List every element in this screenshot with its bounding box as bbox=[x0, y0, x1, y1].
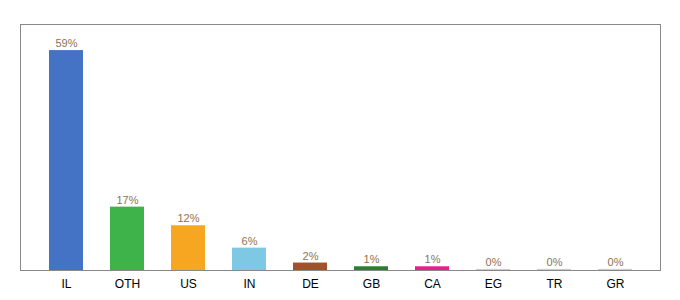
svg-text:IL: IL bbox=[61, 277, 71, 291]
svg-text:59%: 59% bbox=[55, 37, 77, 49]
svg-text:CA: CA bbox=[424, 277, 441, 291]
svg-text:TR: TR bbox=[547, 277, 563, 291]
svg-text:GR: GR bbox=[607, 277, 625, 291]
svg-text:17%: 17% bbox=[116, 194, 138, 206]
svg-text:IN: IN bbox=[244, 277, 256, 291]
svg-text:0%: 0% bbox=[547, 256, 563, 268]
svg-text:6%: 6% bbox=[242, 235, 258, 247]
svg-text:1%: 1% bbox=[425, 253, 441, 265]
svg-text:1%: 1% bbox=[364, 253, 380, 265]
svg-text:12%: 12% bbox=[177, 212, 199, 224]
svg-text:GB: GB bbox=[363, 277, 380, 291]
svg-text:US: US bbox=[180, 277, 197, 291]
svg-text:0%: 0% bbox=[608, 256, 624, 268]
svg-text:EG: EG bbox=[485, 277, 502, 291]
svg-text:DE: DE bbox=[302, 277, 319, 291]
svg-text:OTH: OTH bbox=[115, 277, 140, 291]
svg-text:0%: 0% bbox=[486, 256, 502, 268]
svg-text:2%: 2% bbox=[303, 250, 319, 262]
